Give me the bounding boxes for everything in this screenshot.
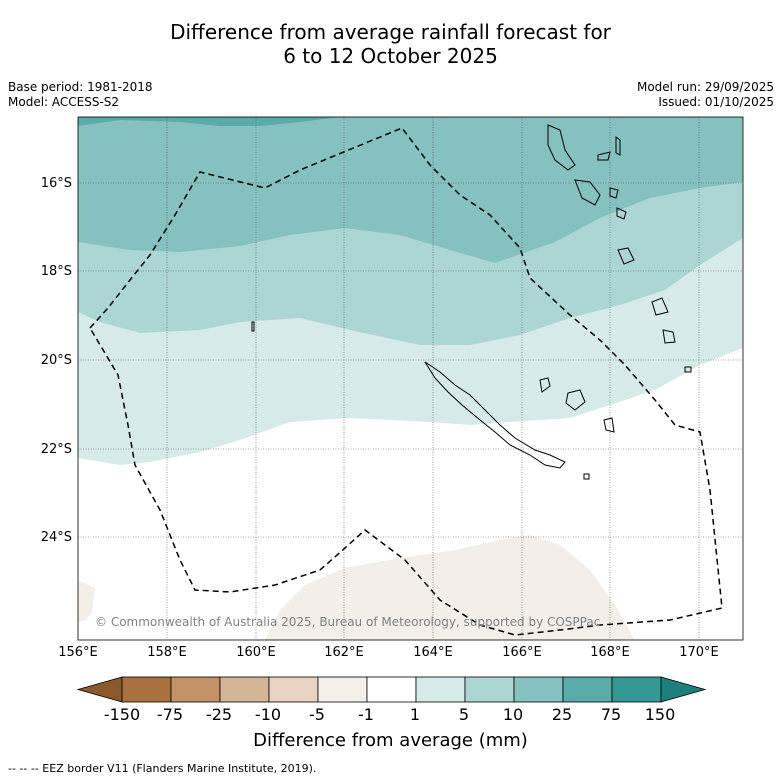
colorbar-tick-minus1: -1 <box>358 705 374 724</box>
lon-label-164e: 164°E <box>413 645 453 660</box>
lon-label-162e: 162°E <box>324 645 364 660</box>
loyalty-island-3 <box>603 417 615 433</box>
colorbar-tick-1: 1 <box>409 705 421 724</box>
colorbar-tick-5: 5 <box>458 705 470 724</box>
colorbar-segment <box>317 676 368 703</box>
colorbar-tick-minus150: -150 <box>103 705 141 724</box>
colorbar-tick-75: 75 <box>600 705 622 724</box>
band-10-to-25 <box>78 117 743 263</box>
copyright-text: © Commonwealth of Australia 2025, Bureau… <box>95 615 601 629</box>
map-frame <box>77 116 744 641</box>
new-caledonia-island <box>424 361 566 469</box>
vanuatu-island-5 <box>609 187 619 199</box>
vanuatu-espiritu-santo <box>547 124 576 171</box>
eez-footnote: -- -- -- EEZ border V11 (Flanders Marine… <box>8 762 317 775</box>
colorbar-tick-10: 10 <box>502 705 524 724</box>
lon-label-160e: 160°E <box>236 645 276 660</box>
colorbar-tick-minus75: -75 <box>156 705 184 724</box>
band-minus5-to-minus1-west <box>78 580 95 622</box>
vanuatu-anatom <box>651 297 669 316</box>
colorbar-title: Difference from average (mm) <box>253 730 528 751</box>
lat-label-22s: 22°S <box>40 442 72 457</box>
colorbar-tick-minus10: -10 <box>254 705 282 724</box>
colorbar-tick-minus5: -5 <box>309 705 325 724</box>
colorbar-segment <box>121 676 172 703</box>
colorbar-tick-150: 150 <box>644 705 676 724</box>
model-text: Model: ACCESS-S2 <box>8 95 120 109</box>
lat-label-24s: 24°S <box>40 530 72 545</box>
metadata-left: Base period: 1981-2018 Model: ACCESS-S2 <box>8 80 153 110</box>
vanuatu-island-3 <box>615 136 621 156</box>
colorbar-segment <box>562 676 613 703</box>
lon-label-170e: 170°E <box>679 645 719 660</box>
island-east-2 <box>684 366 692 373</box>
vanuatu-island-6 <box>616 207 627 220</box>
colorbar-segment <box>170 676 221 703</box>
small-island-1 <box>583 473 590 480</box>
colorbar-segment <box>219 676 270 703</box>
base-period-text: Base period: 1981-2018 <box>8 80 153 94</box>
colorbar-under-arrow <box>76 676 123 703</box>
loyalty-island-1 <box>539 377 551 393</box>
model-run-text: Model run: 29/09/2025 <box>636 80 774 94</box>
colorbar-segment <box>513 676 564 703</box>
island-east-1 <box>662 329 676 344</box>
colorbar-segment <box>464 676 515 703</box>
lat-label-20s: 20°S <box>40 353 72 368</box>
graticule <box>78 117 743 640</box>
eez-border <box>89 127 723 636</box>
lon-label-158e: 158°E <box>147 645 187 660</box>
issued-text: Issued: 01/10/2025 <box>658 95 774 109</box>
colorbar-segment <box>366 676 417 703</box>
lon-label-166e: 166°E <box>502 645 542 660</box>
loyalty-island-2 <box>565 389 586 411</box>
vanuatu-efate <box>574 179 601 206</box>
colorbar <box>76 676 707 703</box>
map-title-line2: 6 to 12 October 2025 <box>283 44 498 68</box>
colorbar-segment <box>415 676 466 703</box>
colorbar-tick-25: 25 <box>551 705 573 724</box>
vanuatu-tanna <box>617 247 635 265</box>
colorbar-segment <box>268 676 319 703</box>
band-25-to-75 <box>78 117 340 126</box>
lon-label-168e: 168°E <box>590 645 630 660</box>
lat-label-18s: 18°S <box>40 264 72 279</box>
lat-label-16s: 16°S <box>40 176 72 191</box>
metadata-right: Model run: 29/09/2025 Issued: 01/10/2025 <box>637 80 774 110</box>
map-title-line1: Difference from average rainfall forecas… <box>170 20 611 44</box>
band-minus5-to-minus1 <box>265 535 635 640</box>
colorbar-segment <box>611 676 662 703</box>
map-fill-layer <box>78 117 743 640</box>
lon-label-156e: 156°E <box>58 645 98 660</box>
small-island-west <box>251 321 255 332</box>
colorbar-over-arrow <box>660 676 707 703</box>
vanuatu-island-2 <box>597 151 611 161</box>
colorbar-tick-minus25: -25 <box>205 705 233 724</box>
coastlines <box>251 124 692 480</box>
